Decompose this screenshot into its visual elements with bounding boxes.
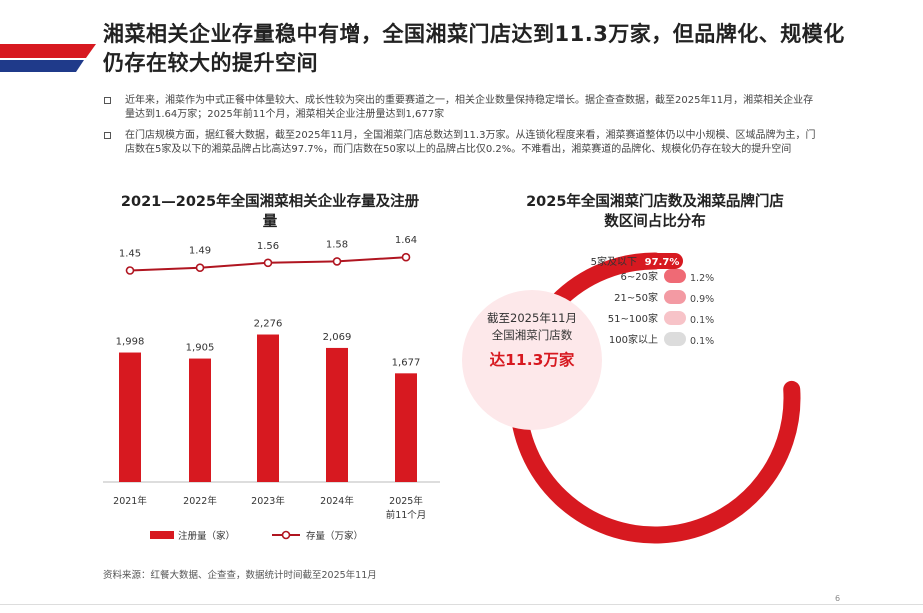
category-label: 51~100家 bbox=[608, 312, 658, 325]
bar-data-label: 1,677 bbox=[392, 357, 421, 368]
bar-data-label: 1,905 bbox=[186, 343, 215, 354]
line-point bbox=[263, 258, 273, 268]
callout-value: 达11.3万家 bbox=[489, 351, 575, 369]
legend-line-label: 存量（万家） bbox=[306, 530, 363, 542]
radial-bar bbox=[664, 311, 686, 325]
line-point bbox=[125, 266, 135, 275]
radial-bar bbox=[664, 290, 686, 304]
data-label: 1.2% bbox=[690, 273, 714, 284]
category-label: 100家以上 bbox=[609, 333, 658, 346]
line-data-label: 1.49 bbox=[189, 246, 211, 257]
bullet-text: 在门店规模方面，据红餐大数据，截至2025年11月，全国湘菜门店总数达到11.3… bbox=[125, 130, 816, 155]
legend-line-marker bbox=[281, 530, 291, 540]
data-label: 0.1% bbox=[690, 336, 714, 347]
value-badge bbox=[641, 253, 683, 269]
bullet-list: 近年来，湘菜作为中式正餐中体量较大、成长性较为突出的重要赛道之一，相关企业数量保… bbox=[103, 94, 823, 164]
callout-line-1: 截至2025年11月 bbox=[487, 311, 577, 325]
bar bbox=[326, 347, 348, 482]
line-data-label: 1.45 bbox=[119, 249, 141, 260]
category-label: 5家及以下 bbox=[591, 255, 637, 268]
right-chart-title: 2025年全国湘菜门店数及湘菜品牌门店数区间占比分布 bbox=[526, 194, 784, 230]
square-bullet-icon bbox=[104, 97, 111, 104]
bar bbox=[119, 352, 141, 482]
store-count-callout: 截至2025年11月 全国湘菜门店数 达11.3万家 bbox=[462, 290, 602, 430]
left-chart-title: 2021—2025年全国湘菜相关企业存量及注册量 bbox=[120, 194, 420, 230]
bar-data-label: 2,069 bbox=[323, 332, 352, 343]
bar bbox=[395, 373, 417, 482]
radial-bar bbox=[664, 332, 686, 346]
line-point bbox=[195, 263, 205, 273]
line-point bbox=[332, 257, 342, 266]
line-point bbox=[401, 252, 411, 262]
bullet-item: 近年来，湘菜作为中式正餐中体量较大、成长性较为突出的重要赛道之一，相关企业数量保… bbox=[103, 94, 823, 122]
category-label: 6~20家 bbox=[621, 270, 658, 283]
x-tick-label: 2022年 bbox=[183, 495, 217, 507]
page-number: 6 bbox=[835, 594, 841, 603]
x-tick-label: 2023年 bbox=[251, 495, 285, 507]
bar-data-label: 1,998 bbox=[116, 337, 145, 348]
line-data-label: 1.58 bbox=[326, 239, 348, 250]
bullet-text: 近年来，湘菜作为中式正餐中体量较大、成长性较为突出的重要赛道之一，相关企业数量保… bbox=[125, 95, 814, 120]
data-label: 97.7% bbox=[645, 257, 680, 268]
footer-divider bbox=[0, 604, 923, 605]
x-tick-label: 2021年 bbox=[113, 495, 147, 507]
bar bbox=[257, 334, 279, 482]
data-label: 0.1% bbox=[690, 315, 714, 326]
legend-bar-swatch bbox=[150, 531, 174, 539]
radial-bar bbox=[664, 269, 686, 283]
bar-data-label: 2,276 bbox=[254, 319, 283, 330]
x-tick-label: 2025年 bbox=[389, 495, 423, 507]
source-note: 资料来源：红餐大数据、企查查，数据统计时间截至2025年11月 bbox=[103, 570, 377, 581]
page-title: 湘菜相关企业存量稳中有增，全国湘菜门店达到11.3万家，但品牌化、规模化仍存在较… bbox=[103, 22, 845, 75]
bullet-item: 在门店规模方面，据红餐大数据，截至2025年11月，全国湘菜门店总数达到11.3… bbox=[103, 129, 823, 157]
line-data-label: 1.56 bbox=[257, 241, 279, 252]
category-label: 21~50家 bbox=[614, 291, 658, 304]
square-bullet-icon bbox=[104, 132, 111, 139]
x-tick-label: 2024年 bbox=[320, 495, 354, 507]
line-data-label: 1.64 bbox=[395, 235, 417, 246]
bar bbox=[189, 358, 211, 482]
header-decoration bbox=[0, 44, 96, 72]
x-tick-label: 前11个月 bbox=[386, 509, 427, 521]
legend-bar-label: 注册量（家） bbox=[178, 530, 235, 542]
callout-line-2: 全国湘菜门店数 bbox=[491, 328, 573, 342]
data-label: 0.9% bbox=[690, 294, 714, 305]
